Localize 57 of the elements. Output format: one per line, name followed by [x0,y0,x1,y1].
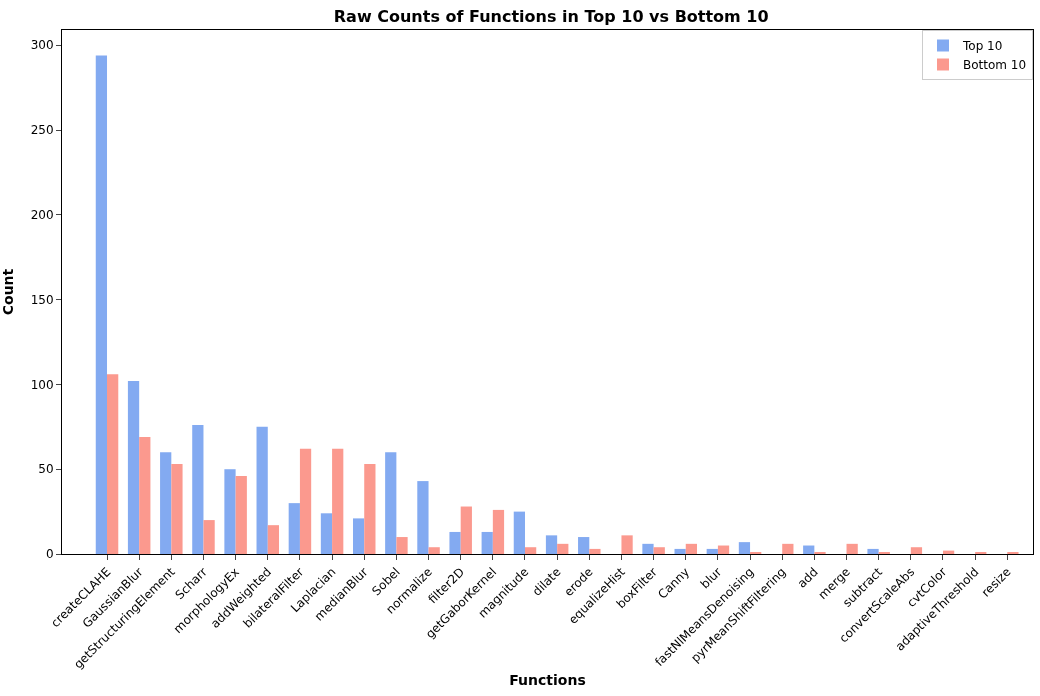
bar [299,448,312,554]
bar [621,535,633,554]
bar [417,481,429,554]
y-tick-label: 50 [38,462,54,477]
bar [267,525,280,554]
x-axis-title: Functions [509,671,586,688]
bar [127,381,140,554]
bar [492,509,505,554]
bar [706,548,718,554]
bar [513,511,525,554]
chart-title: Raw Counts of Functions in Top 10 vs Bottom 10 [333,6,769,26]
y-tick-label: 100 [30,377,54,392]
y-tick-label: 0 [45,547,54,562]
bar [192,425,204,554]
bar [385,452,397,554]
bar [685,543,698,554]
bar [846,543,858,554]
bar [203,520,215,554]
bar [364,464,376,554]
legend-label: Bottom 10 [963,58,1027,73]
bar [717,545,730,554]
bar [332,448,344,554]
y-tick-label: 300 [30,38,54,53]
bar [396,537,408,554]
bar [545,535,558,554]
bar [557,543,569,554]
bar [107,374,119,554]
bar [256,426,268,554]
bar [320,513,333,554]
bar [352,518,365,554]
bar [95,55,108,554]
bar [782,543,794,554]
bar [642,543,654,554]
bar [428,547,440,554]
bar [139,436,151,554]
bar [524,547,537,554]
bar [738,542,751,554]
bar [910,547,923,554]
bar [171,464,183,554]
bar [224,469,236,554]
bar [449,531,461,554]
bar [481,531,493,554]
bar [288,503,300,554]
legend-label: Top 10 [962,39,1003,54]
bar [589,548,601,554]
bar [235,475,247,554]
y-tick-label: 250 [30,123,54,138]
bar [160,452,172,554]
bar [674,548,686,554]
bar [578,537,590,554]
bar [653,547,665,554]
bar [867,548,879,554]
y-axis-title: Count [0,268,16,316]
y-tick-label: 200 [30,208,54,223]
bar [460,506,472,554]
y-tick-label: 150 [30,292,54,307]
bar [803,545,815,554]
